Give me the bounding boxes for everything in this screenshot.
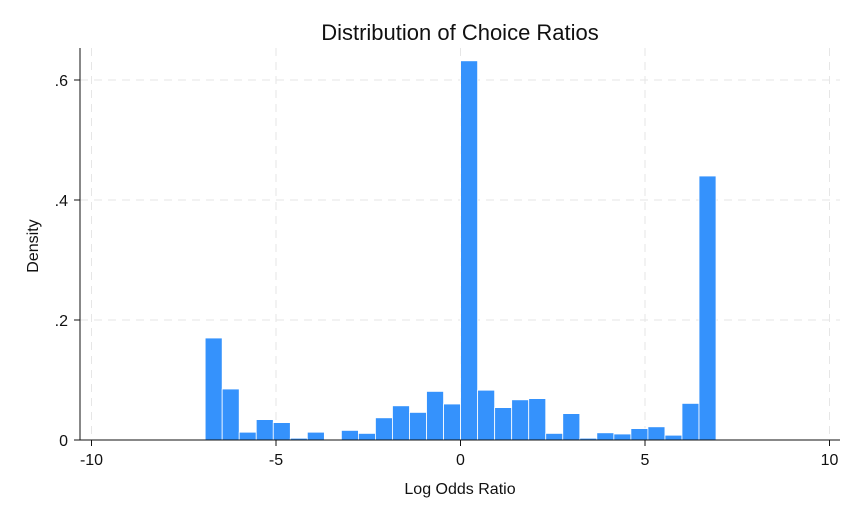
chart-title: Distribution of Choice Ratios xyxy=(321,20,599,45)
histogram-bar xyxy=(306,431,325,441)
histogram-bar xyxy=(443,403,461,441)
histogram-bar xyxy=(647,426,666,441)
y-ticks: 0 .2 .4 .6 xyxy=(55,73,80,450)
histogram-bar xyxy=(426,390,444,441)
x-ticks: -10 -5 0 5 10 xyxy=(80,440,839,469)
y-tick-label: 0 xyxy=(59,433,68,450)
histogram-bar xyxy=(340,429,359,441)
histogram-bar xyxy=(698,175,717,441)
histogram-bar xyxy=(494,407,513,441)
x-axis-title: Log Odds Ratio xyxy=(404,481,515,498)
histogram-bar xyxy=(528,398,547,441)
x-tick-label: -5 xyxy=(269,452,283,469)
y-axis-title: Density xyxy=(25,219,42,272)
histogram-bar xyxy=(664,434,683,441)
histogram-bar xyxy=(272,422,291,441)
y-tick-label: .6 xyxy=(55,73,68,90)
histogram-bar xyxy=(460,60,479,441)
histogram-bar xyxy=(409,411,427,441)
histogram-bar xyxy=(375,417,393,441)
histogram-bar xyxy=(221,388,240,441)
x-tick-label: 10 xyxy=(821,452,839,469)
histogram-bar xyxy=(596,432,615,441)
histogram-bar xyxy=(630,428,649,441)
y-tick-label: .2 xyxy=(55,313,68,330)
histogram-bar xyxy=(477,389,496,441)
histogram-bar xyxy=(545,432,564,441)
histogram-bar xyxy=(358,432,376,441)
histogram-bar xyxy=(613,433,632,441)
x-tick-label: 5 xyxy=(641,452,650,469)
x-tick-label: -10 xyxy=(80,452,103,469)
histogram-bar xyxy=(392,405,410,441)
histogram-bar xyxy=(255,419,274,441)
grid-lines xyxy=(80,48,840,440)
histogram-bar xyxy=(562,413,581,441)
histogram-bar xyxy=(681,402,700,441)
histogram-bars xyxy=(204,60,717,441)
histogram-bar xyxy=(238,431,257,441)
x-tick-label: 0 xyxy=(456,452,465,469)
y-tick-label: .4 xyxy=(55,193,68,210)
histogram-bar xyxy=(204,337,223,441)
histogram-bar xyxy=(511,399,530,441)
